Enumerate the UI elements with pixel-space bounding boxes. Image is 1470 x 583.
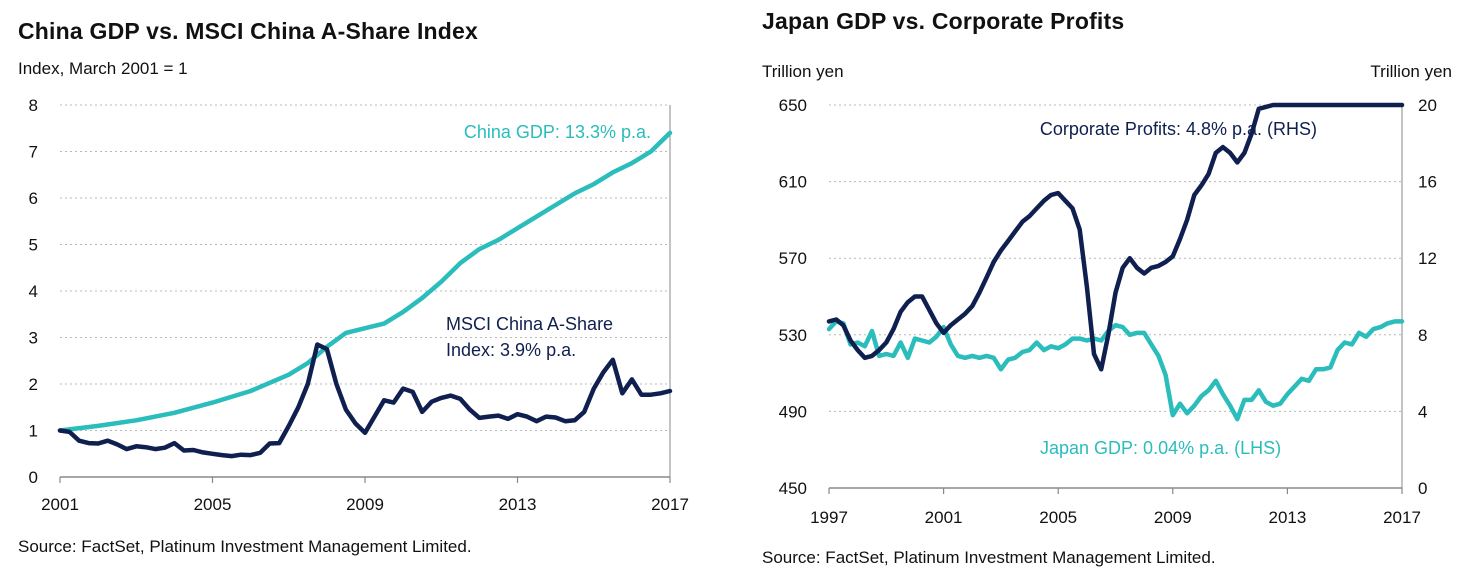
y-left-tick-label: 650 [779,96,807,115]
x-tick-label: 2001 [41,495,79,514]
y-right-tick-label: 0 [1418,479,1427,498]
x-tick-label: 2001 [925,508,963,527]
x-tick-label: 2013 [1268,508,1306,527]
y-right-tick-label: 20 [1418,96,1437,115]
china-gdp-series-line [57,130,673,433]
chart-title: China GDP vs. MSCI China A-Share Index [18,18,479,44]
msci-a-share-series-line [57,342,673,459]
annotation-label: China GDP: 13.3% p.a. [464,122,651,142]
y-right-tick-label: 12 [1418,249,1437,268]
left-axis-unit-label: Trillion yen [762,62,844,81]
japan-chart-panel: Japan GDP vs. Corporate Profits Trillion… [740,0,1470,583]
x-tick-label: 2009 [1154,508,1192,527]
japan-gdp-profits-chart: Trillion yen Trillion yen 450 490 530 570 610 6… [762,62,1452,527]
y-tick-label: 2 [29,375,38,394]
china-gdp-msci-chart: 0 1 2 3 4 5 6 7 8 2001 2005 2009 2013 2017 China GDP: … [29,96,689,514]
corporate-profits-series-line [826,102,1405,372]
annotation-label: MSCI China A-Share [446,314,613,334]
y-tick-label: 3 [29,329,38,348]
annotation-label: Japan GDP: 0.04% p.a. (LHS) [1040,438,1281,458]
x-tick-label: 2013 [499,495,537,514]
source-note: Source: FactSet, Platinum Investment Man… [762,548,1216,567]
japan-gdp-series-line [826,319,1405,422]
y-right-tick-label: 8 [1418,326,1427,345]
y-tick-label: 5 [29,236,38,255]
chart-title: Japan GDP vs. Corporate Profits [762,8,1125,34]
china-chart-panel: China GDP vs. MSCI China A-Share Index I… [0,0,730,583]
x-tick-label: 2017 [1383,508,1421,527]
source-note: Source: FactSet, Platinum Investment Man… [18,537,472,556]
y-tick-label: 4 [29,282,38,301]
annotation-label: Index: 3.9% p.a. [446,340,576,360]
x-tick-label: 1997 [810,508,848,527]
y-left-tick-label: 570 [779,249,807,268]
x-tick-label: 2017 [651,495,689,514]
x-tick-label: 2009 [346,495,384,514]
y-left-tick-label: 530 [779,326,807,345]
y-tick-label: 6 [29,189,38,208]
x-tick-label: 2005 [194,495,232,514]
y-tick-label: 0 [29,468,38,487]
y-tick-label: 1 [29,422,38,441]
y-right-tick-label: 4 [1418,402,1427,421]
x-tick-label: 2005 [1039,508,1077,527]
y-tick-label: 8 [29,96,38,115]
y-right-tick-label: 16 [1418,173,1437,192]
annotation-label: Corporate Profits: 4.8% p.a. (RHS) [1040,119,1317,139]
y-left-tick-label: 490 [779,402,807,421]
y-axis-unit-label: Index, March 2001 = 1 [18,59,188,78]
y-tick-label: 7 [29,143,38,162]
y-left-tick-label: 450 [779,479,807,498]
y-left-tick-label: 610 [779,173,807,192]
right-axis-unit-label: Trillion yen [1370,62,1452,81]
